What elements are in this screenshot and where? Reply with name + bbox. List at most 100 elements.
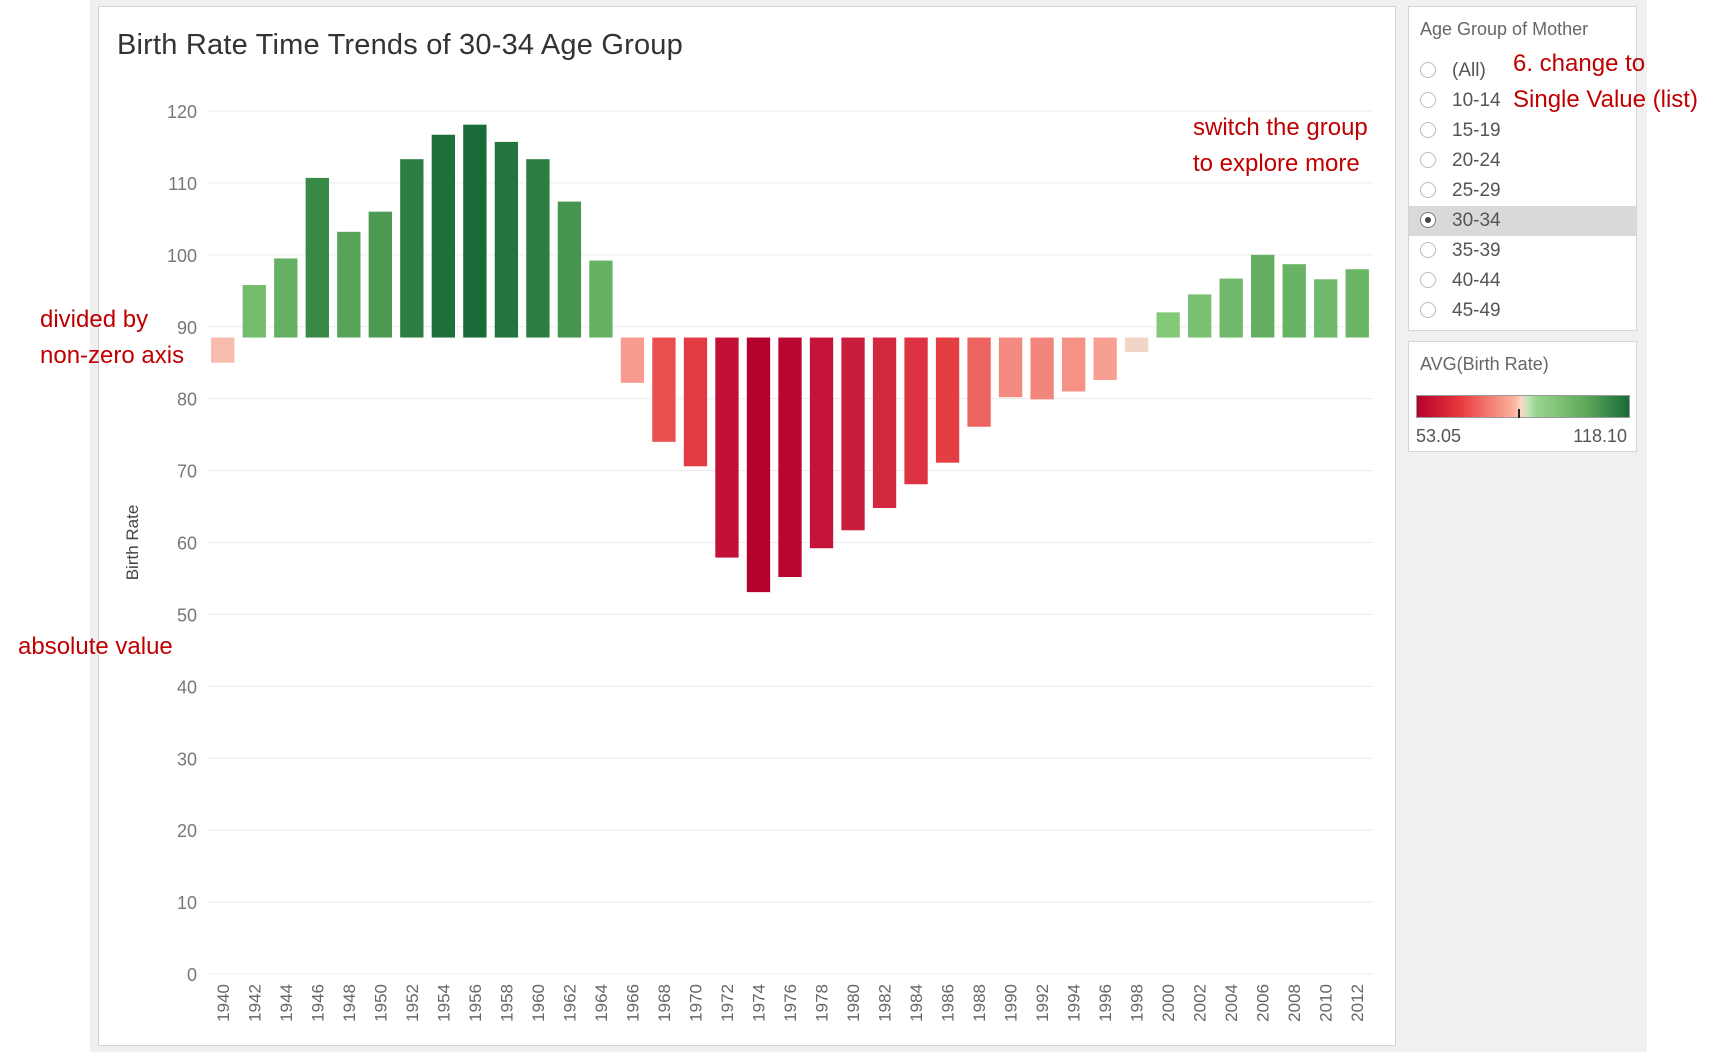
x-tick-label: 1976 — [781, 984, 800, 1022]
bar — [683, 337, 708, 467]
bar — [746, 337, 771, 593]
annotation-switch-line2: to explore more — [1193, 150, 1360, 177]
bar — [1251, 254, 1275, 338]
bar — [211, 337, 235, 363]
annotation-switch-line1: switch the group — [1193, 114, 1368, 141]
x-tick-label: 1982 — [876, 984, 895, 1022]
x-tick-label: 1966 — [623, 984, 642, 1022]
x-tick-label: 2000 — [1159, 984, 1178, 1022]
filter-option-label: 40-44 — [1452, 270, 1501, 291]
x-tick-label: 1980 — [844, 984, 863, 1022]
bar — [1156, 312, 1180, 338]
y-tick-label: 20 — [177, 821, 197, 841]
radio-button[interactable] — [1420, 302, 1436, 318]
y-tick-label: 70 — [177, 462, 197, 482]
radio-button[interactable] — [1420, 62, 1436, 78]
y-tick-label: 80 — [177, 390, 197, 410]
bar — [620, 337, 645, 383]
x-tick-label: 1948 — [340, 984, 359, 1022]
legend-max-label: 118.10 — [1573, 426, 1627, 446]
x-tick-label: 1958 — [497, 984, 516, 1022]
bar — [242, 285, 266, 338]
x-tick-label: 1968 — [655, 984, 674, 1022]
annotation-divided: divided by non-zero axis — [40, 302, 184, 374]
annotation-divided-line2: non-zero axis — [40, 342, 185, 369]
bar — [1282, 264, 1306, 338]
x-tick-label: 1940 — [214, 984, 233, 1022]
radio-button[interactable] — [1420, 242, 1436, 258]
legend-gradient-bar[interactable] — [1416, 395, 1630, 418]
filter-option[interactable]: 30-34 — [1409, 206, 1636, 236]
filter-option-label: 20-24 — [1452, 150, 1501, 171]
x-tick-label: 1964 — [592, 984, 611, 1022]
legend-title: AVG(Birth Rate) — [1420, 354, 1549, 374]
x-tick-label: 2008 — [1285, 984, 1304, 1022]
annotation-change: 6. change to Single Value (list) — [1513, 46, 1698, 118]
radio-button[interactable] — [1420, 212, 1436, 228]
bar-chart: 0 10 20 30 40 50 60 70 80 90 100 110 120 Birth Rate 19… — [123, 102, 1373, 1022]
bar — [715, 337, 739, 558]
y-tick-label: 60 — [177, 534, 197, 554]
x-tick-label: 1986 — [939, 984, 958, 1022]
annotation-change-line2: Single Value (list) — [1513, 86, 1698, 113]
filter-option[interactable]: 10-14 — [1409, 86, 1636, 116]
filter-option[interactable]: 35-39 — [1409, 236, 1636, 266]
y-tick-label: 0 — [187, 965, 197, 985]
filter-option[interactable]: (All) — [1409, 56, 1636, 86]
bar — [1030, 337, 1054, 400]
filter-title: Age Group of Mother — [1420, 19, 1589, 39]
filter-option[interactable]: 45-49 — [1409, 296, 1636, 326]
bar — [494, 141, 519, 338]
x-tick-label: 1962 — [560, 984, 579, 1022]
x-tick-label: 2002 — [1191, 984, 1210, 1022]
bar — [652, 337, 676, 442]
bar — [589, 260, 613, 338]
filter-option-label: 30-34 — [1452, 210, 1501, 231]
filter-option-label: 10-14 — [1452, 90, 1501, 111]
y-tick-label: 30 — [177, 749, 197, 769]
filter-option-label: 35-39 — [1452, 240, 1501, 261]
bar — [526, 159, 550, 338]
x-tick-label: 2012 — [1348, 984, 1367, 1022]
bar — [274, 258, 298, 338]
bar — [1188, 294, 1212, 338]
filter-option-label: (All) — [1452, 60, 1486, 81]
x-tick-label: 1972 — [718, 984, 737, 1022]
filter-option[interactable]: 20-24 — [1409, 146, 1636, 176]
bar — [400, 159, 424, 338]
annotation-change-line1: 6. change to — [1513, 50, 1646, 77]
legend-marker — [1518, 409, 1520, 418]
y-tick-label: 120 — [167, 102, 197, 122]
x-tick-label: 1994 — [1065, 984, 1084, 1022]
annotation-absolute: absolute value — [18, 629, 173, 665]
bar — [557, 201, 582, 338]
y-tick-label: 90 — [177, 318, 197, 338]
x-tick-label: 1960 — [529, 984, 548, 1022]
bar — [1124, 337, 1149, 352]
y-tick-label: 50 — [177, 605, 197, 625]
radio-button[interactable] — [1420, 272, 1436, 288]
filter-option[interactable]: 40-44 — [1409, 266, 1636, 296]
x-tick-label: 1988 — [970, 984, 989, 1022]
x-tick-label: 1990 — [1002, 984, 1021, 1022]
x-tick-label: 1996 — [1096, 984, 1115, 1022]
x-tick-label: 1956 — [466, 984, 485, 1022]
filter-option[interactable]: 15-19 — [1409, 116, 1636, 146]
radio-button[interactable] — [1420, 122, 1436, 138]
radio-button[interactable] — [1420, 152, 1436, 168]
bar — [305, 177, 329, 338]
chart-title: Birth Rate Time Trends of 30-34 Age Grou… — [117, 29, 683, 61]
x-tick-label: 2004 — [1222, 984, 1241, 1022]
radio-button[interactable] — [1420, 182, 1436, 198]
x-tick-label: 1970 — [686, 984, 705, 1022]
x-tick-label: 1954 — [434, 984, 453, 1022]
x-tick-label: 1992 — [1033, 984, 1052, 1022]
bar — [998, 337, 1023, 398]
bar — [778, 337, 802, 578]
x-tick-label: 1984 — [907, 984, 926, 1022]
bar — [431, 134, 456, 338]
bar — [463, 124, 487, 338]
annotation-absolute-text: absolute value — [18, 633, 173, 660]
radio-button[interactable] — [1420, 92, 1436, 108]
filter-option[interactable]: 25-29 — [1409, 176, 1636, 206]
